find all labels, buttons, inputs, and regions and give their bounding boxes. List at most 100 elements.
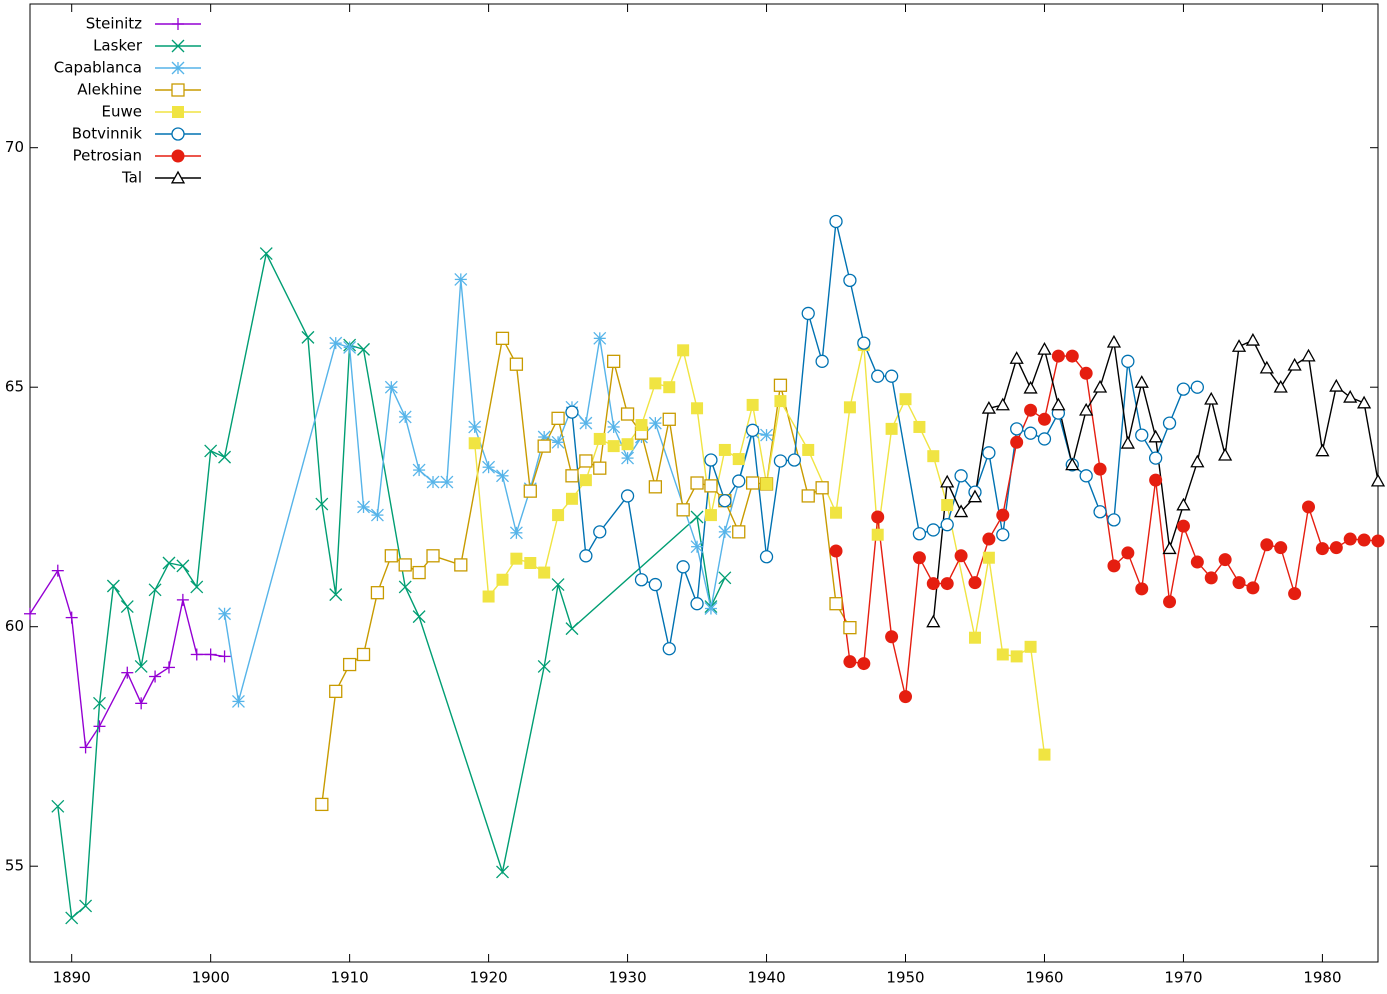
marker-shape bbox=[620, 489, 635, 503]
point bbox=[1343, 532, 1357, 546]
marker-shape bbox=[1302, 500, 1316, 514]
point bbox=[190, 648, 203, 661]
marker-shape bbox=[662, 642, 676, 656]
point bbox=[1148, 429, 1163, 443]
point bbox=[593, 432, 606, 445]
point bbox=[1010, 422, 1024, 436]
marker-shape bbox=[1190, 454, 1205, 468]
point bbox=[1218, 553, 1232, 567]
marker-shape bbox=[982, 551, 995, 564]
point bbox=[1370, 473, 1386, 487]
marker-shape bbox=[1218, 447, 1233, 461]
point bbox=[1302, 500, 1316, 514]
marker-stroke bbox=[621, 451, 635, 465]
marker-shape bbox=[1135, 428, 1149, 442]
marker-stroke bbox=[301, 330, 315, 344]
x-tick-label: 1930 bbox=[608, 969, 646, 987]
marker-shape bbox=[1176, 382, 1191, 396]
marker-shape bbox=[1121, 354, 1135, 368]
point bbox=[454, 272, 468, 286]
marker-shape bbox=[954, 549, 968, 563]
point bbox=[509, 526, 523, 540]
marker-shape bbox=[370, 586, 385, 600]
point bbox=[871, 528, 884, 541]
marker-shape bbox=[1329, 378, 1344, 392]
point bbox=[829, 544, 843, 558]
point bbox=[1274, 541, 1288, 555]
marker-stroke bbox=[93, 696, 106, 710]
marker-shape bbox=[565, 469, 579, 483]
marker-shape bbox=[1121, 546, 1135, 560]
marker-shape bbox=[926, 577, 940, 591]
marker-shape bbox=[1149, 473, 1163, 487]
point bbox=[1092, 379, 1108, 393]
point bbox=[121, 666, 134, 679]
point bbox=[1176, 519, 1190, 533]
point bbox=[1246, 581, 1260, 595]
marker-shape bbox=[579, 454, 593, 468]
point bbox=[171, 127, 185, 141]
marker-stroke bbox=[79, 899, 93, 913]
point bbox=[1204, 571, 1218, 585]
point bbox=[301, 330, 315, 344]
point bbox=[662, 412, 676, 426]
point bbox=[940, 577, 954, 591]
point bbox=[801, 306, 815, 321]
point bbox=[315, 797, 329, 812]
point bbox=[171, 39, 185, 53]
point bbox=[552, 509, 565, 522]
marker-shape bbox=[1371, 534, 1385, 548]
point bbox=[1315, 542, 1329, 556]
point bbox=[1287, 357, 1302, 371]
point bbox=[773, 378, 788, 392]
point bbox=[1371, 534, 1385, 548]
point bbox=[829, 214, 843, 229]
marker-stroke bbox=[329, 588, 343, 602]
marker-shape bbox=[1010, 435, 1024, 449]
point bbox=[1343, 389, 1358, 403]
x-tick-label: 1950 bbox=[886, 969, 924, 987]
point bbox=[134, 659, 148, 673]
point bbox=[884, 369, 899, 383]
point bbox=[802, 443, 815, 456]
x-tick-label: 1890 bbox=[53, 969, 91, 987]
point bbox=[1357, 533, 1371, 547]
marker-shape bbox=[829, 544, 843, 558]
point bbox=[648, 480, 663, 494]
marker-shape bbox=[1370, 473, 1386, 487]
marker-shape bbox=[690, 597, 704, 611]
marker-shape bbox=[704, 453, 718, 467]
point bbox=[579, 416, 593, 430]
point bbox=[732, 525, 746, 539]
point bbox=[968, 576, 982, 590]
marker-shape bbox=[1079, 469, 1093, 483]
series-line bbox=[223, 279, 767, 702]
marker-shape bbox=[1106, 334, 1122, 348]
marker-stroke bbox=[426, 475, 440, 489]
marker-shape bbox=[982, 532, 996, 546]
marker-shape bbox=[884, 369, 899, 383]
point bbox=[593, 331, 607, 345]
marker-shape bbox=[773, 454, 788, 468]
point bbox=[787, 453, 801, 467]
marker-shape bbox=[1162, 416, 1177, 430]
marker-shape bbox=[412, 565, 426, 580]
point bbox=[1121, 546, 1135, 560]
marker-shape bbox=[773, 378, 788, 392]
point bbox=[551, 578, 565, 592]
marker-shape bbox=[1037, 412, 1051, 426]
point bbox=[690, 476, 704, 490]
marker-shape bbox=[885, 422, 898, 435]
marker-stroke bbox=[171, 39, 185, 53]
y-tick-label: 60 bbox=[5, 617, 24, 635]
marker-shape bbox=[1037, 432, 1052, 446]
marker-shape bbox=[538, 566, 551, 579]
point bbox=[1231, 339, 1247, 352]
point bbox=[663, 381, 676, 394]
marker-shape bbox=[1038, 748, 1051, 761]
marker-stroke bbox=[412, 463, 426, 477]
marker-shape bbox=[1148, 451, 1163, 465]
marker-shape bbox=[801, 489, 815, 503]
marker-shape bbox=[620, 407, 635, 421]
point bbox=[981, 400, 996, 414]
